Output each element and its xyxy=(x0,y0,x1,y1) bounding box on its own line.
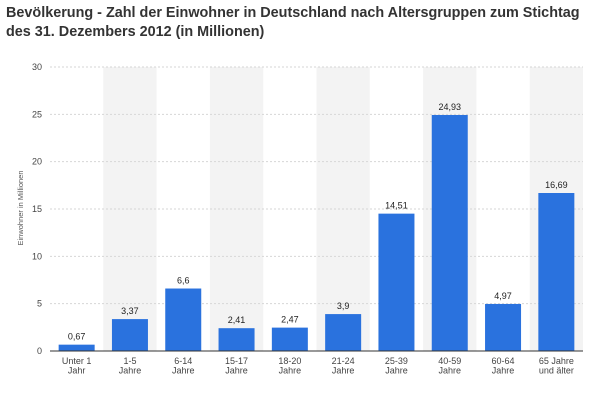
x-tick-label: 15-17 xyxy=(225,356,248,366)
x-tick-label: Jahre xyxy=(438,366,461,376)
x-tick-label: Jahr xyxy=(68,366,86,376)
y-tick-label: 5 xyxy=(37,299,42,309)
data-label: 4,97 xyxy=(494,291,512,301)
y-tick-label: 20 xyxy=(32,157,42,167)
y-tick-label: 25 xyxy=(32,109,42,119)
y-tick-label: 10 xyxy=(32,251,42,261)
gridlines xyxy=(50,66,583,305)
x-tick-label: 18-20 xyxy=(278,356,301,366)
x-tick-label: 6-14 xyxy=(174,356,192,366)
data-label: 3,9 xyxy=(337,301,350,311)
data-label: 2,47 xyxy=(281,315,299,325)
x-tick-label: 40-59 xyxy=(438,356,461,366)
data-label: 3,37 xyxy=(121,306,139,316)
bar xyxy=(485,303,522,351)
data-label: 16,69 xyxy=(545,180,568,190)
bar xyxy=(218,328,255,351)
bar xyxy=(271,327,308,351)
x-tick-label: und älter xyxy=(539,366,574,376)
bar xyxy=(538,193,575,351)
chart-title: Bevölkerung - Zahl der Einwohner in Deut… xyxy=(6,5,580,40)
bar xyxy=(431,114,468,351)
x-tick-label: 1-5 xyxy=(123,356,136,366)
y-axis-title: Einwohner in Millionen xyxy=(16,170,25,245)
x-tick-label: Jahre xyxy=(492,366,515,376)
x-tick-label: Jahre xyxy=(225,366,248,376)
bar xyxy=(58,344,95,351)
x-tick-label: 25-39 xyxy=(385,356,408,366)
data-label: 6,6 xyxy=(177,276,190,286)
bar xyxy=(165,288,202,351)
y-tick-label: 30 xyxy=(32,62,42,72)
data-labels: 0,67 3,37 6,6 2,41 2,47 3,9 14,51 24,93 4,97 16,6… xyxy=(68,102,568,342)
data-label: 0,67 xyxy=(68,332,86,342)
data-label: 14,51 xyxy=(385,201,408,211)
x-tick-label: Jahre xyxy=(172,366,195,376)
bars xyxy=(58,114,575,351)
x-tick-label: Jahre xyxy=(385,366,408,376)
data-label: 24,93 xyxy=(438,102,461,112)
x-tick-label: Jahre xyxy=(332,366,355,376)
x-tick-label: Jahre xyxy=(119,366,142,376)
x-tick-label: 65 Jahre xyxy=(539,356,574,366)
x-tick-label: Jahre xyxy=(279,366,302,376)
x-tick-label: 21-24 xyxy=(332,356,355,366)
bar xyxy=(378,213,415,351)
y-tick-label: 0 xyxy=(37,346,42,356)
y-tick-label: 15 xyxy=(32,204,42,214)
x-axis: Unter 1Jahr1-5Jahre6-14Jahre15-17Jahre18… xyxy=(50,350,583,376)
bar xyxy=(111,319,148,351)
x-tick-label: Unter 1 xyxy=(62,356,92,366)
bar xyxy=(325,314,362,351)
data-label: 2,41 xyxy=(228,315,246,325)
x-tick-label: 60-64 xyxy=(492,356,515,366)
y-axis: 0 5 10 15 20 25 30 xyxy=(32,62,42,356)
